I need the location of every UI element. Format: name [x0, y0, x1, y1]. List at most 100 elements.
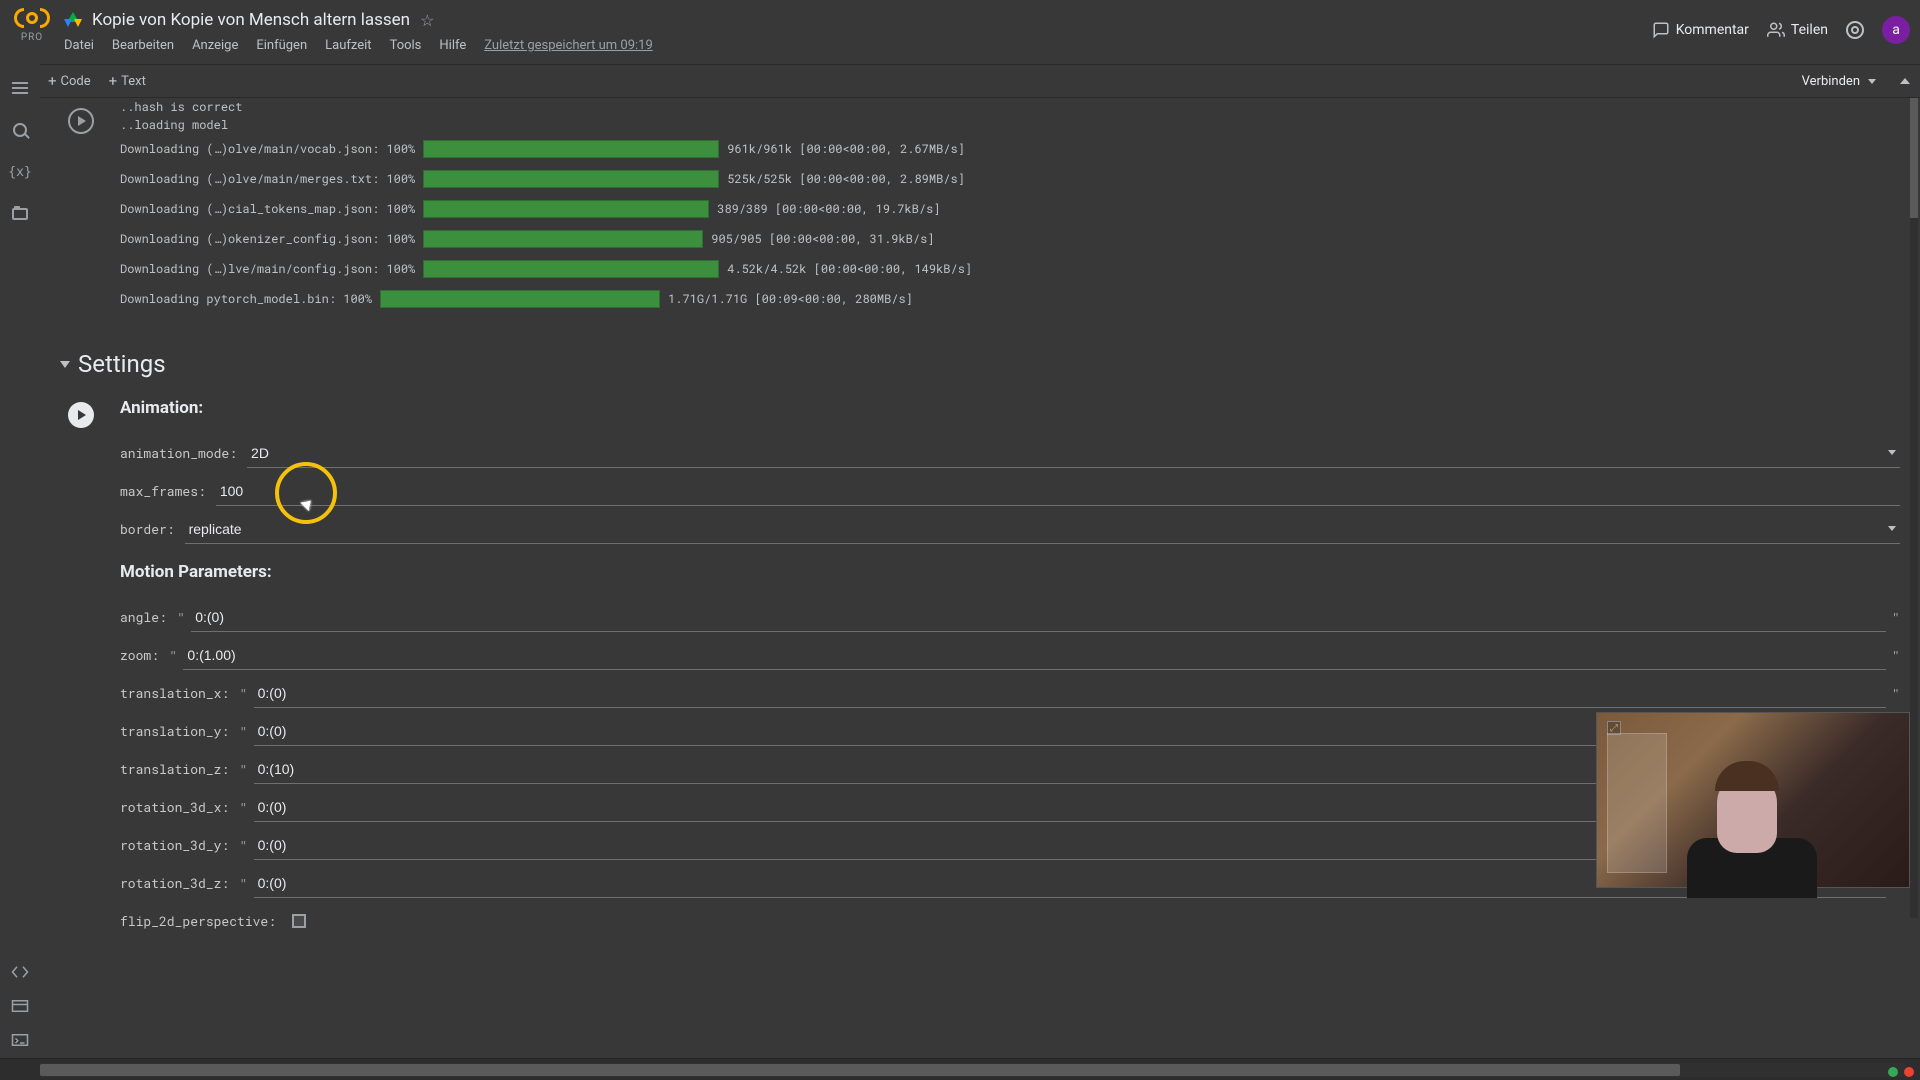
add-code-label: Code	[61, 74, 91, 89]
param-label: translation_z:	[120, 760, 239, 778]
param-animation-mode: animation_mode:	[120, 434, 1900, 472]
menu-bearbeiten[interactable]: Bearbeiten	[112, 38, 174, 53]
star-icon[interactable]: ☆	[420, 11, 434, 30]
vertical-scrollbar-thumb[interactable]	[1910, 98, 1918, 218]
flip-2d-perspective-checkbox[interactable]	[292, 914, 306, 928]
add-code-button[interactable]: + Code	[48, 72, 91, 90]
vertical-scrollbar[interactable]	[1910, 98, 1918, 918]
download-stats: 4.52k/4.52k [00:00<00:00, 149kB/s]	[727, 261, 972, 277]
header-actions: Kommentar Teilen a	[1652, 16, 1910, 44]
param-translation-x: translation_x:	[120, 674, 1900, 712]
download-stats: 389/389 [00:00<00:00, 19.7kB/s]	[717, 201, 940, 217]
download-progress-bar	[423, 140, 719, 158]
notebook-main: ..hash is correct ..loading model Downlo…	[40, 98, 1920, 1058]
header-bar: PRO Kopie von Kopie von Mensch altern la…	[0, 0, 1920, 64]
run-cell-button[interactable]	[68, 402, 94, 428]
status-dot-ok	[1888, 1067, 1898, 1077]
motion-section-title: Motion Parameters:	[120, 562, 1900, 582]
border-select[interactable]	[185, 514, 1900, 544]
param-label: translation_x:	[120, 684, 239, 702]
menu-datei[interactable]: Datei	[64, 38, 94, 53]
max-frames-input[interactable]	[216, 476, 1900, 506]
download-progress-bar	[423, 230, 703, 248]
code-snippets-icon[interactable]	[10, 964, 30, 980]
plus-icon: +	[109, 72, 118, 90]
download-label: Downloading (…)lve/main/config.json: 100…	[120, 261, 415, 277]
param-max-frames: max_frames:	[120, 472, 1900, 510]
param-label: rotation_3d_y:	[120, 836, 239, 854]
horizontal-scrollbar[interactable]	[40, 1063, 1906, 1077]
param-label: max_frames:	[120, 482, 216, 500]
terminal-icon[interactable]	[10, 1032, 30, 1048]
search-icon[interactable]	[10, 122, 30, 138]
add-text-button[interactable]: + Text	[109, 72, 146, 90]
param-angle: angle:	[120, 598, 1900, 636]
param-label: animation_mode:	[120, 444, 247, 462]
settings-heading: Settings	[78, 350, 166, 378]
settings-heading-row: Settings	[60, 350, 1920, 378]
pro-badge: PRO	[21, 32, 43, 43]
download-label: Downloading pytorch_model.bin: 100%	[120, 291, 372, 307]
download-stats: 961k/961k [00:00<00:00, 2.67MB/s]	[727, 141, 965, 157]
dropdown-icon[interactable]	[1888, 526, 1896, 531]
log-line: ..hash is correct	[120, 98, 1900, 116]
horizontal-scrollbar-thumb[interactable]	[40, 1064, 1680, 1076]
menu-einfuegen[interactable]: Einfügen	[256, 38, 307, 53]
angle-input[interactable]	[191, 602, 1885, 632]
cell-toolbar: + Code + Text Verbinden	[0, 64, 1920, 98]
download-progress-bar	[423, 170, 719, 188]
avatar-initial: a	[1892, 22, 1900, 38]
download-progress-row: Downloading (…)cial_tokens_map.json: 100…	[120, 194, 1900, 224]
files-icon[interactable]	[10, 206, 30, 222]
output-cell: ..hash is correct ..loading model Downlo…	[40, 98, 1920, 324]
document-title[interactable]: Kopie von Kopie von Mensch altern lassen	[92, 10, 410, 30]
menu-hilfe[interactable]: Hilfe	[439, 38, 466, 53]
zoom-input[interactable]	[183, 640, 1885, 670]
collapse-toolbar-icon[interactable]	[1900, 78, 1910, 84]
download-stats: 905/905 [00:00<00:00, 31.9kB/s]	[711, 231, 934, 247]
run-cell-button[interactable]	[68, 108, 94, 134]
section-collapse-icon[interactable]	[60, 361, 70, 368]
translation-x-input[interactable]	[254, 678, 1886, 708]
connect-button[interactable]: Verbinden	[1802, 74, 1860, 89]
bottom-bar	[0, 1058, 1920, 1080]
download-progress-row: Downloading (…)olve/main/merges.txt: 100…	[120, 164, 1900, 194]
left-sidebar: {x}	[0, 64, 40, 1058]
command-palette-icon[interactable]	[10, 998, 30, 1014]
menu-tools[interactable]: Tools	[390, 38, 422, 53]
param-label: flip_2d_perspective:	[120, 912, 286, 930]
download-progress-row: Downloading pytorch_model.bin: 100%1.71G…	[120, 284, 1900, 314]
add-text-label: Text	[121, 74, 146, 89]
log-line: ..loading model	[120, 116, 1900, 134]
settings-gear-icon[interactable]	[1846, 21, 1864, 39]
animation-section-title: Animation:	[120, 398, 1900, 418]
colab-logo[interactable]: PRO	[14, 6, 50, 43]
share-button[interactable]: Teilen	[1767, 21, 1828, 39]
menu-anzeige[interactable]: Anzeige	[192, 38, 238, 53]
toc-icon[interactable]	[10, 80, 30, 96]
download-progress-bar	[423, 260, 719, 278]
download-label: Downloading (…)cial_tokens_map.json: 100…	[120, 201, 415, 217]
download-progress-row: Downloading (…)olve/main/vocab.json: 100…	[120, 134, 1900, 164]
user-avatar[interactable]: a	[1882, 16, 1910, 44]
share-label: Teilen	[1791, 22, 1828, 38]
param-label: rotation_3d_x:	[120, 798, 239, 816]
status-dot-err	[1904, 1067, 1914, 1077]
param-flip-2d-perspective: flip_2d_perspective:	[120, 902, 1900, 940]
download-label: Downloading (…)olve/main/merges.txt: 100…	[120, 171, 415, 187]
download-progress-row: Downloading (…)okenizer_config.json: 100…	[120, 224, 1900, 254]
download-progress-row: Downloading (…)lve/main/config.json: 100…	[120, 254, 1900, 284]
animation-mode-select[interactable]	[247, 438, 1900, 468]
status-indicators	[1888, 1067, 1914, 1077]
autosave-status: Zuletzt gespeichert um 09:19	[484, 38, 653, 53]
download-progress-bar	[423, 200, 709, 218]
dropdown-icon[interactable]	[1888, 450, 1896, 455]
plus-icon: +	[48, 72, 57, 90]
menu-bar: Datei Bearbeiten Anzeige Einfügen Laufze…	[64, 38, 1652, 53]
connect-dropdown-icon[interactable]	[1868, 79, 1876, 84]
variables-icon[interactable]: {x}	[10, 164, 30, 180]
param-label: border:	[120, 520, 185, 538]
menu-laufzeit[interactable]: Laufzeit	[325, 38, 371, 53]
comment-button[interactable]: Kommentar	[1652, 21, 1749, 39]
download-progress-bar	[380, 290, 660, 308]
